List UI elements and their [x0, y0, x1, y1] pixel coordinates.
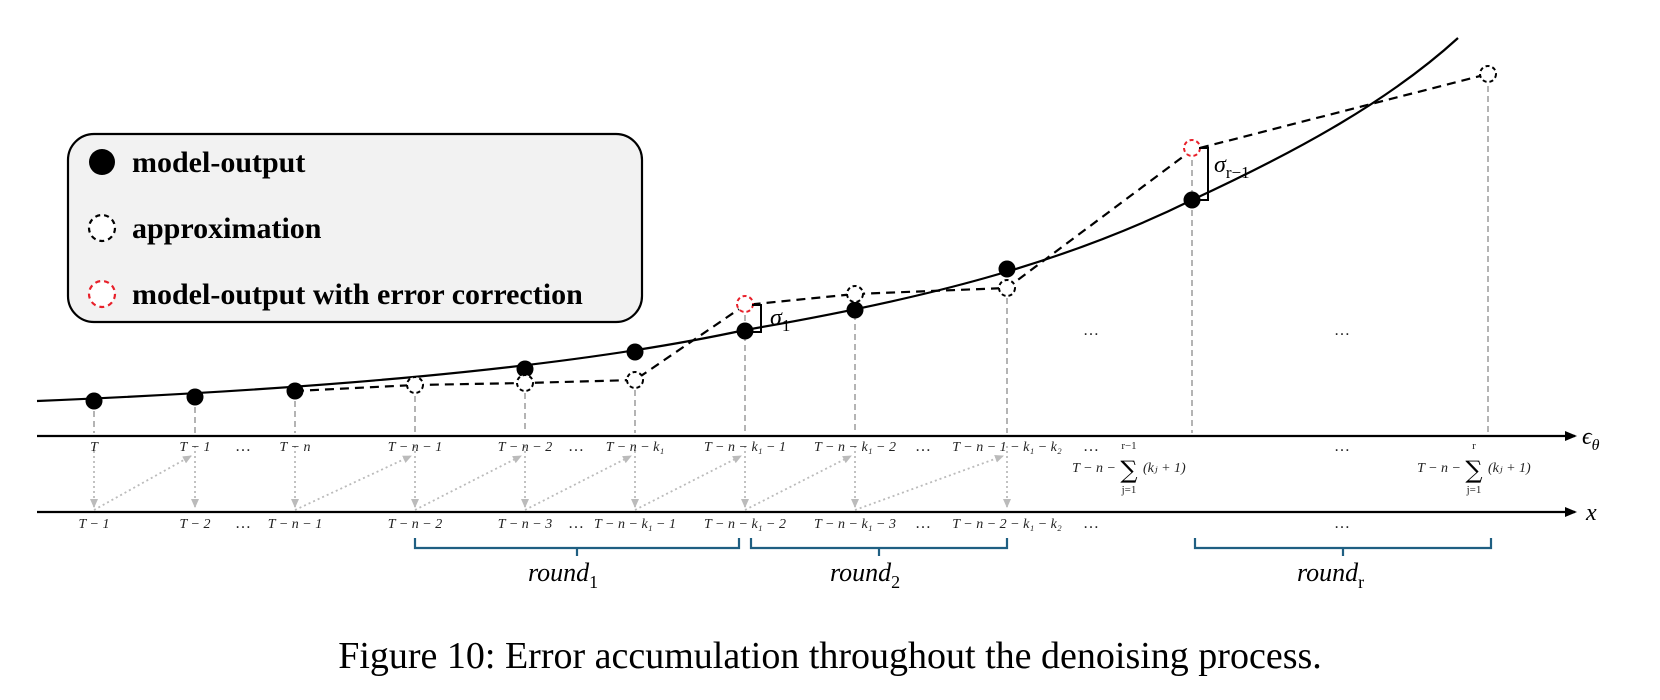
round-2-brace	[749, 538, 1009, 556]
round-r-brace	[1193, 538, 1493, 556]
sum-prefix: T − n −	[1417, 461, 1461, 476]
x-ellipses: … … … … …	[235, 515, 1350, 532]
x-ellipsis: …	[1083, 515, 1099, 532]
round-1-label: round1	[528, 558, 598, 592]
epsilon-tick: T − n − k₁ − 1	[704, 440, 786, 455]
x-ellipsis: …	[235, 515, 251, 532]
legend-box	[66, 132, 644, 324]
error-corrected-points	[736, 139, 1201, 313]
legend-marker-filled	[89, 149, 115, 175]
sigma-1-label: σ1	[770, 305, 790, 335]
x-tick: T − n − 2 − k₁ − k₂	[952, 517, 1062, 532]
epsilon-tick: T − n − 1	[388, 440, 442, 455]
epsilon-axis-label: ϵθ	[1582, 424, 1600, 454]
sigma-1-bracket	[752, 304, 762, 333]
epsilon-tick: T − n − 2	[498, 440, 552, 455]
figure-caption: Figure 10: Error accumulation throughout…	[338, 635, 1322, 677]
sum-symbol: ∑	[1465, 456, 1482, 484]
plot-ellipsis-1: …	[1083, 322, 1099, 339]
legend-label-approximation: approximation	[132, 212, 322, 245]
x-ellipsis: …	[568, 515, 584, 532]
epsilon-tick: T − 1	[180, 440, 211, 455]
legend-marker-approximation	[87, 213, 117, 243]
model-output-curve	[36, 37, 1459, 403]
sum-term: (kⱼ + 1)	[1143, 461, 1186, 476]
epsilon-ellipsis: …	[568, 438, 584, 455]
x-tick-labels: T − 1 T − 2 T − n − 1 T − n − 2 T − n − …	[79, 517, 1062, 532]
legend-marker-error-correction	[87, 279, 117, 309]
sum-prefix: T − n −	[1072, 461, 1116, 476]
epsilon-tick: T − n − 1 − k₁ − k₂	[952, 440, 1062, 455]
epsilon-tick: T − n − k₁ − 2	[814, 440, 896, 455]
epsilon-ellipsis: …	[1334, 438, 1350, 455]
x-tick: T − 1	[79, 517, 110, 532]
epsilon-tick: T − n − k₁	[606, 440, 665, 455]
legend-label-model-output: model-output	[132, 146, 305, 179]
sum-upper: r	[1472, 440, 1476, 452]
sum-tick-r1: T − n − r−1 ∑ j=1 (kⱼ + 1)	[1072, 440, 1186, 496]
plot-ellipsis-2: …	[1334, 322, 1350, 339]
sum-term: (kⱼ + 1)	[1488, 461, 1531, 476]
x-ellipsis: …	[915, 515, 931, 532]
epsilon-ellipsis: …	[915, 438, 931, 455]
epsilon-tick-labels: T T − 1 T − n T − n − 1 T − n − 2 T − n …	[90, 440, 1062, 455]
approximation-points	[406, 65, 1497, 394]
x-tick: T − n − k₁ − 3	[814, 517, 896, 532]
sum-symbol: ∑	[1120, 456, 1137, 484]
round-braces	[413, 538, 1493, 556]
x-ellipsis: …	[1334, 515, 1350, 532]
sum-lower: j=1	[1121, 484, 1137, 496]
round-2-label: round2	[830, 558, 900, 592]
sum-tick-r: T − n − r ∑ j=1 (kⱼ + 1)	[1417, 440, 1531, 496]
epsilon-tick: T	[90, 440, 99, 455]
legend: model-output approximation model-output …	[66, 132, 644, 324]
epsilon-ellipses: … … … … …	[235, 438, 1350, 455]
x-axis-label: x	[1585, 500, 1597, 526]
x-tick: T − n − k₁ − 1	[594, 517, 676, 532]
sigma-r1-label: σr−1	[1214, 152, 1250, 182]
legend-label-error-correction: model-output with error correction	[132, 278, 583, 311]
epsilon-ellipsis: …	[1083, 438, 1099, 455]
round-1-brace	[413, 538, 741, 556]
sum-lower: j=1	[1466, 484, 1482, 496]
epsilon-ellipsis: …	[235, 438, 251, 455]
model-output-points	[85, 191, 1201, 410]
axis-connectors	[90, 446, 1011, 511]
sigma-r1-bracket	[1199, 147, 1209, 201]
x-tick: T − n − 3	[498, 517, 552, 532]
round-r-label: roundr	[1297, 558, 1364, 592]
sum-upper: r−1	[1121, 440, 1136, 452]
x-tick: T − n − 2	[388, 517, 442, 532]
epsilon-tick: T − n	[280, 440, 311, 455]
x-tick: T − 2	[180, 517, 211, 532]
x-tick: T − n − k₁ − 2	[704, 517, 786, 532]
x-tick: T − n − 1	[268, 517, 322, 532]
